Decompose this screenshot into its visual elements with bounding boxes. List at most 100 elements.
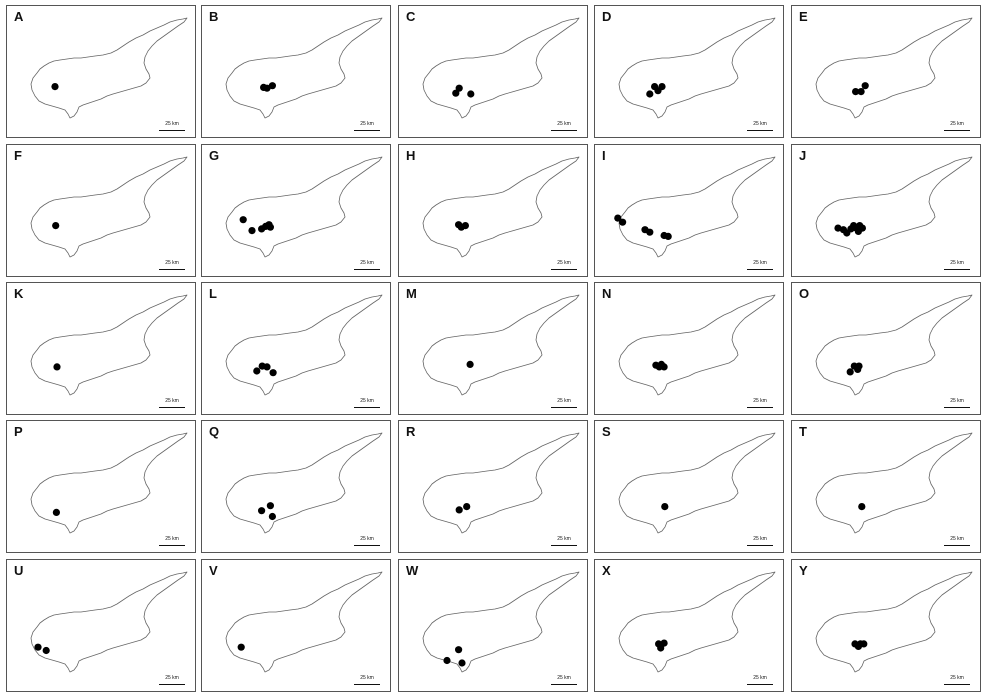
panel-letter: Q [209, 424, 220, 439]
record-point [443, 656, 451, 665]
scale-bar: 25 km [747, 261, 773, 271]
record-point [237, 643, 245, 651]
record-point [34, 643, 42, 651]
panel-letter: K [14, 286, 24, 301]
record-point [854, 227, 862, 235]
island-outline [618, 571, 776, 673]
panel-letter: H [406, 148, 416, 163]
scale-label: 25 km [360, 398, 374, 404]
panel-letter: O [799, 286, 810, 301]
scale-bar: 25 km [551, 261, 577, 271]
panel-letter: P [14, 424, 23, 439]
island-outline [815, 571, 973, 673]
map-panel-o: O 25 km [791, 282, 981, 415]
record-point [857, 88, 865, 96]
record-point [263, 363, 271, 371]
panel-letter: B [209, 9, 219, 24]
scale-line [944, 130, 970, 131]
scale-label: 25 km [165, 260, 179, 266]
map-svg [225, 432, 383, 534]
map-panel-u: U 25 km [6, 559, 196, 692]
scale-bar: 25 km [944, 537, 970, 547]
map-svg [30, 571, 188, 673]
record-point [52, 222, 60, 230]
scale-label: 25 km [165, 398, 179, 404]
island-outline [225, 432, 383, 534]
scale-line [354, 269, 380, 270]
panel-letter: W [406, 563, 419, 578]
island-outline [30, 432, 188, 534]
map-panel-k: K 25 km [6, 282, 196, 415]
record-point [265, 221, 273, 229]
island-outline [815, 156, 973, 258]
map-svg [225, 156, 383, 258]
scale-bar: 25 km [159, 537, 185, 547]
scale-label: 25 km [360, 536, 374, 542]
map-panel-b: B 25 km [201, 5, 391, 138]
record-point [455, 646, 463, 654]
scale-line [551, 407, 577, 408]
scale-bar: 25 km [747, 676, 773, 686]
scale-bar: 25 km [354, 122, 380, 132]
scale-bar: 25 km [354, 537, 380, 547]
island-outline [815, 432, 973, 534]
record-point [855, 362, 863, 370]
record-point [42, 646, 50, 655]
map-svg [30, 156, 188, 258]
record-point [269, 369, 277, 377]
scale-label: 25 km [950, 260, 964, 266]
record-point [253, 367, 261, 375]
scale-bar: 25 km [159, 676, 185, 686]
island-outline [422, 156, 580, 258]
island-outline [225, 294, 383, 396]
record-point [458, 659, 466, 667]
scale-bar: 25 km [551, 676, 577, 686]
panel-letter: L [209, 286, 217, 301]
island-outline [30, 17, 188, 119]
record-point [646, 228, 654, 236]
island-outline [618, 432, 776, 534]
scale-line [944, 407, 970, 408]
scale-line [354, 407, 380, 408]
map-panel-e: E 25 km [791, 5, 981, 138]
map-panel-j: J 25 km [791, 144, 981, 277]
map-panel-c: C 25 km [398, 5, 588, 138]
panel-letter: E [799, 9, 808, 24]
island-outline [815, 17, 973, 119]
map-panel-a: A 25 km [6, 5, 196, 138]
panel-letter: U [14, 563, 24, 578]
island-outline [422, 294, 580, 396]
record-point [619, 218, 627, 226]
scale-label: 25 km [557, 675, 571, 681]
map-panel-l: L 25 km [201, 282, 391, 415]
record-point [266, 502, 274, 510]
map-svg [815, 571, 973, 673]
map-panel-n: N 25 km [594, 282, 784, 415]
map-svg [618, 432, 776, 534]
map-svg [815, 432, 973, 534]
map-panel-y: Y 25 km [791, 559, 981, 692]
map-svg [30, 432, 188, 534]
panel-letter: S [602, 424, 611, 439]
scale-line [747, 684, 773, 685]
panel-letter: M [406, 286, 417, 301]
record-point [861, 82, 869, 90]
map-panel-x: X 25 km [594, 559, 784, 692]
panel-letter: Y [799, 563, 808, 578]
island-outline [618, 294, 776, 396]
panel-letter: N [602, 286, 612, 301]
island-outline [225, 571, 383, 673]
map-svg [422, 294, 580, 396]
island-outline [422, 571, 580, 673]
record-point [263, 84, 271, 92]
record-point [852, 88, 860, 96]
map-svg [30, 17, 188, 119]
island-outline [30, 294, 188, 396]
scale-line [159, 269, 185, 270]
map-svg [422, 432, 580, 534]
scale-line [354, 130, 380, 131]
panel-letter: T [799, 424, 807, 439]
scale-label: 25 km [950, 398, 964, 404]
record-point [660, 639, 668, 647]
record-point [658, 83, 666, 91]
